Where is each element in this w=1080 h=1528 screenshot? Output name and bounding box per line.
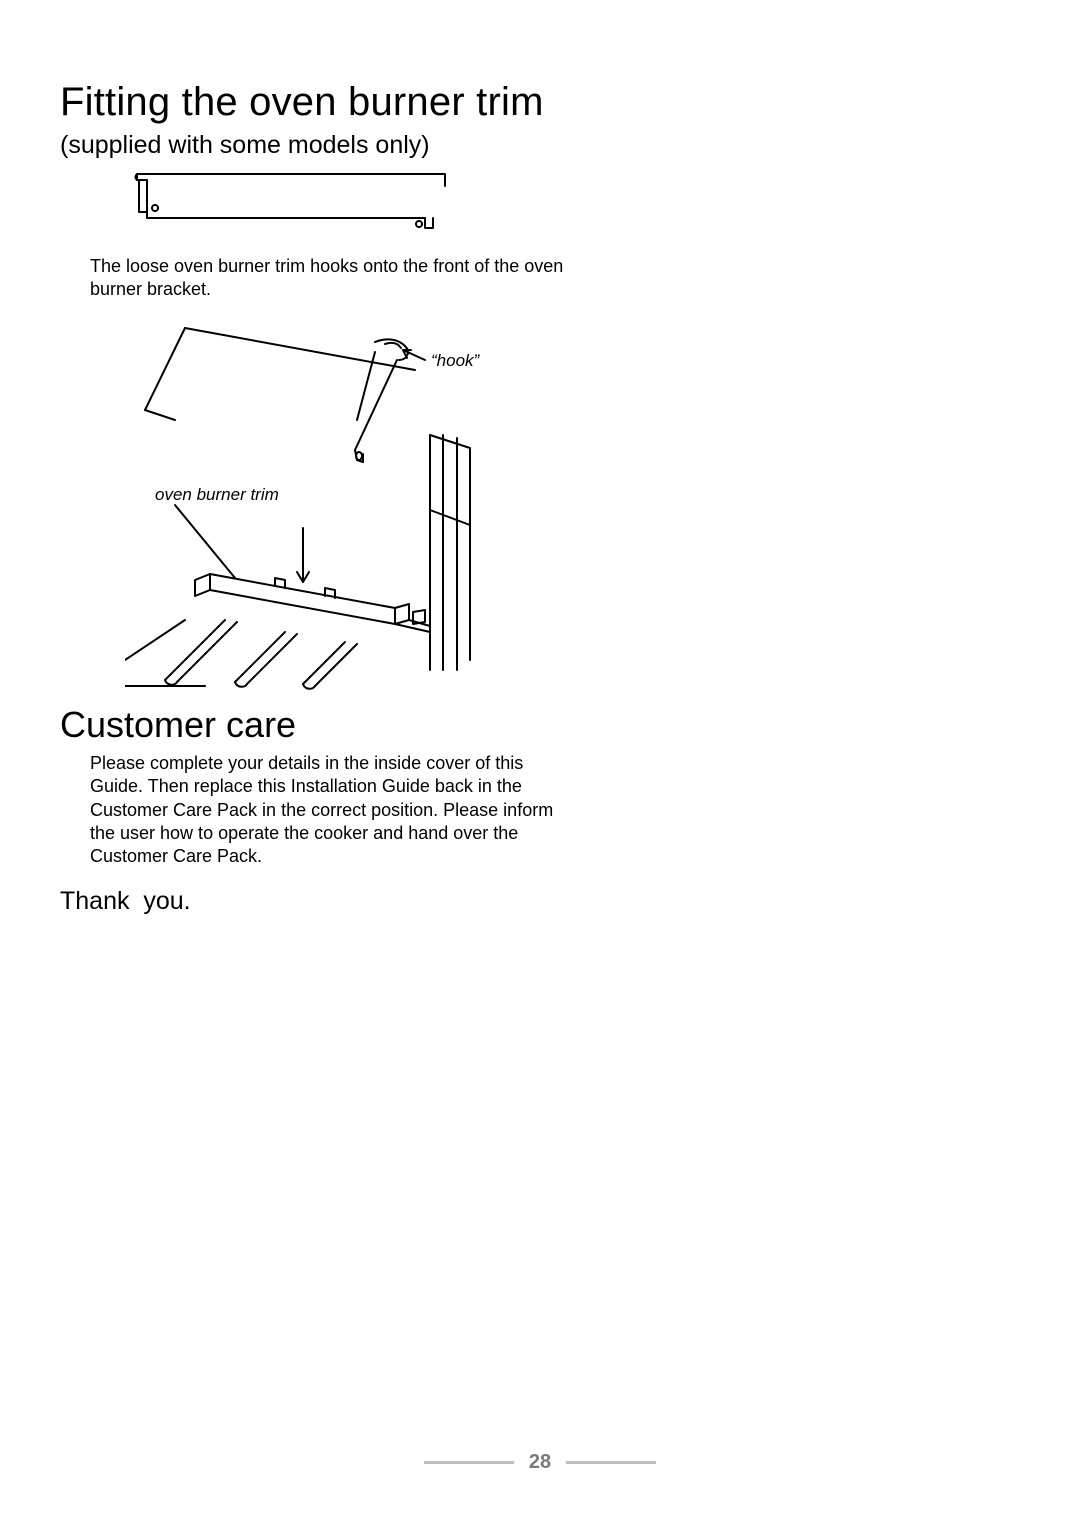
oven-assembly-diagram: “hook”: [125, 320, 1020, 690]
thank-you: Thank you.: [60, 887, 1020, 916]
document-page: Fitting the oven burner trim (supplied w…: [0, 0, 1080, 1528]
page-number: 28: [529, 1451, 551, 1474]
subtitle-models: (supplied with some models only): [60, 131, 1020, 160]
footer-bar-left: [424, 1461, 514, 1464]
page-footer: 28: [0, 1451, 1080, 1474]
customer-care-text: Please complete your details in the insi…: [90, 752, 570, 869]
heading-fitting: Fitting the oven burner trim: [60, 80, 1020, 125]
footer-bar-right: [566, 1461, 656, 1464]
trim-piece-diagram: [125, 172, 1020, 237]
heading-customer-care: Customer care: [60, 704, 1020, 746]
trim-description: The loose oven burner trim hooks onto th…: [90, 255, 570, 302]
diagram-label-hook: “hook”: [431, 351, 481, 370]
diagram-label-trim: oven burner trim: [155, 485, 279, 504]
